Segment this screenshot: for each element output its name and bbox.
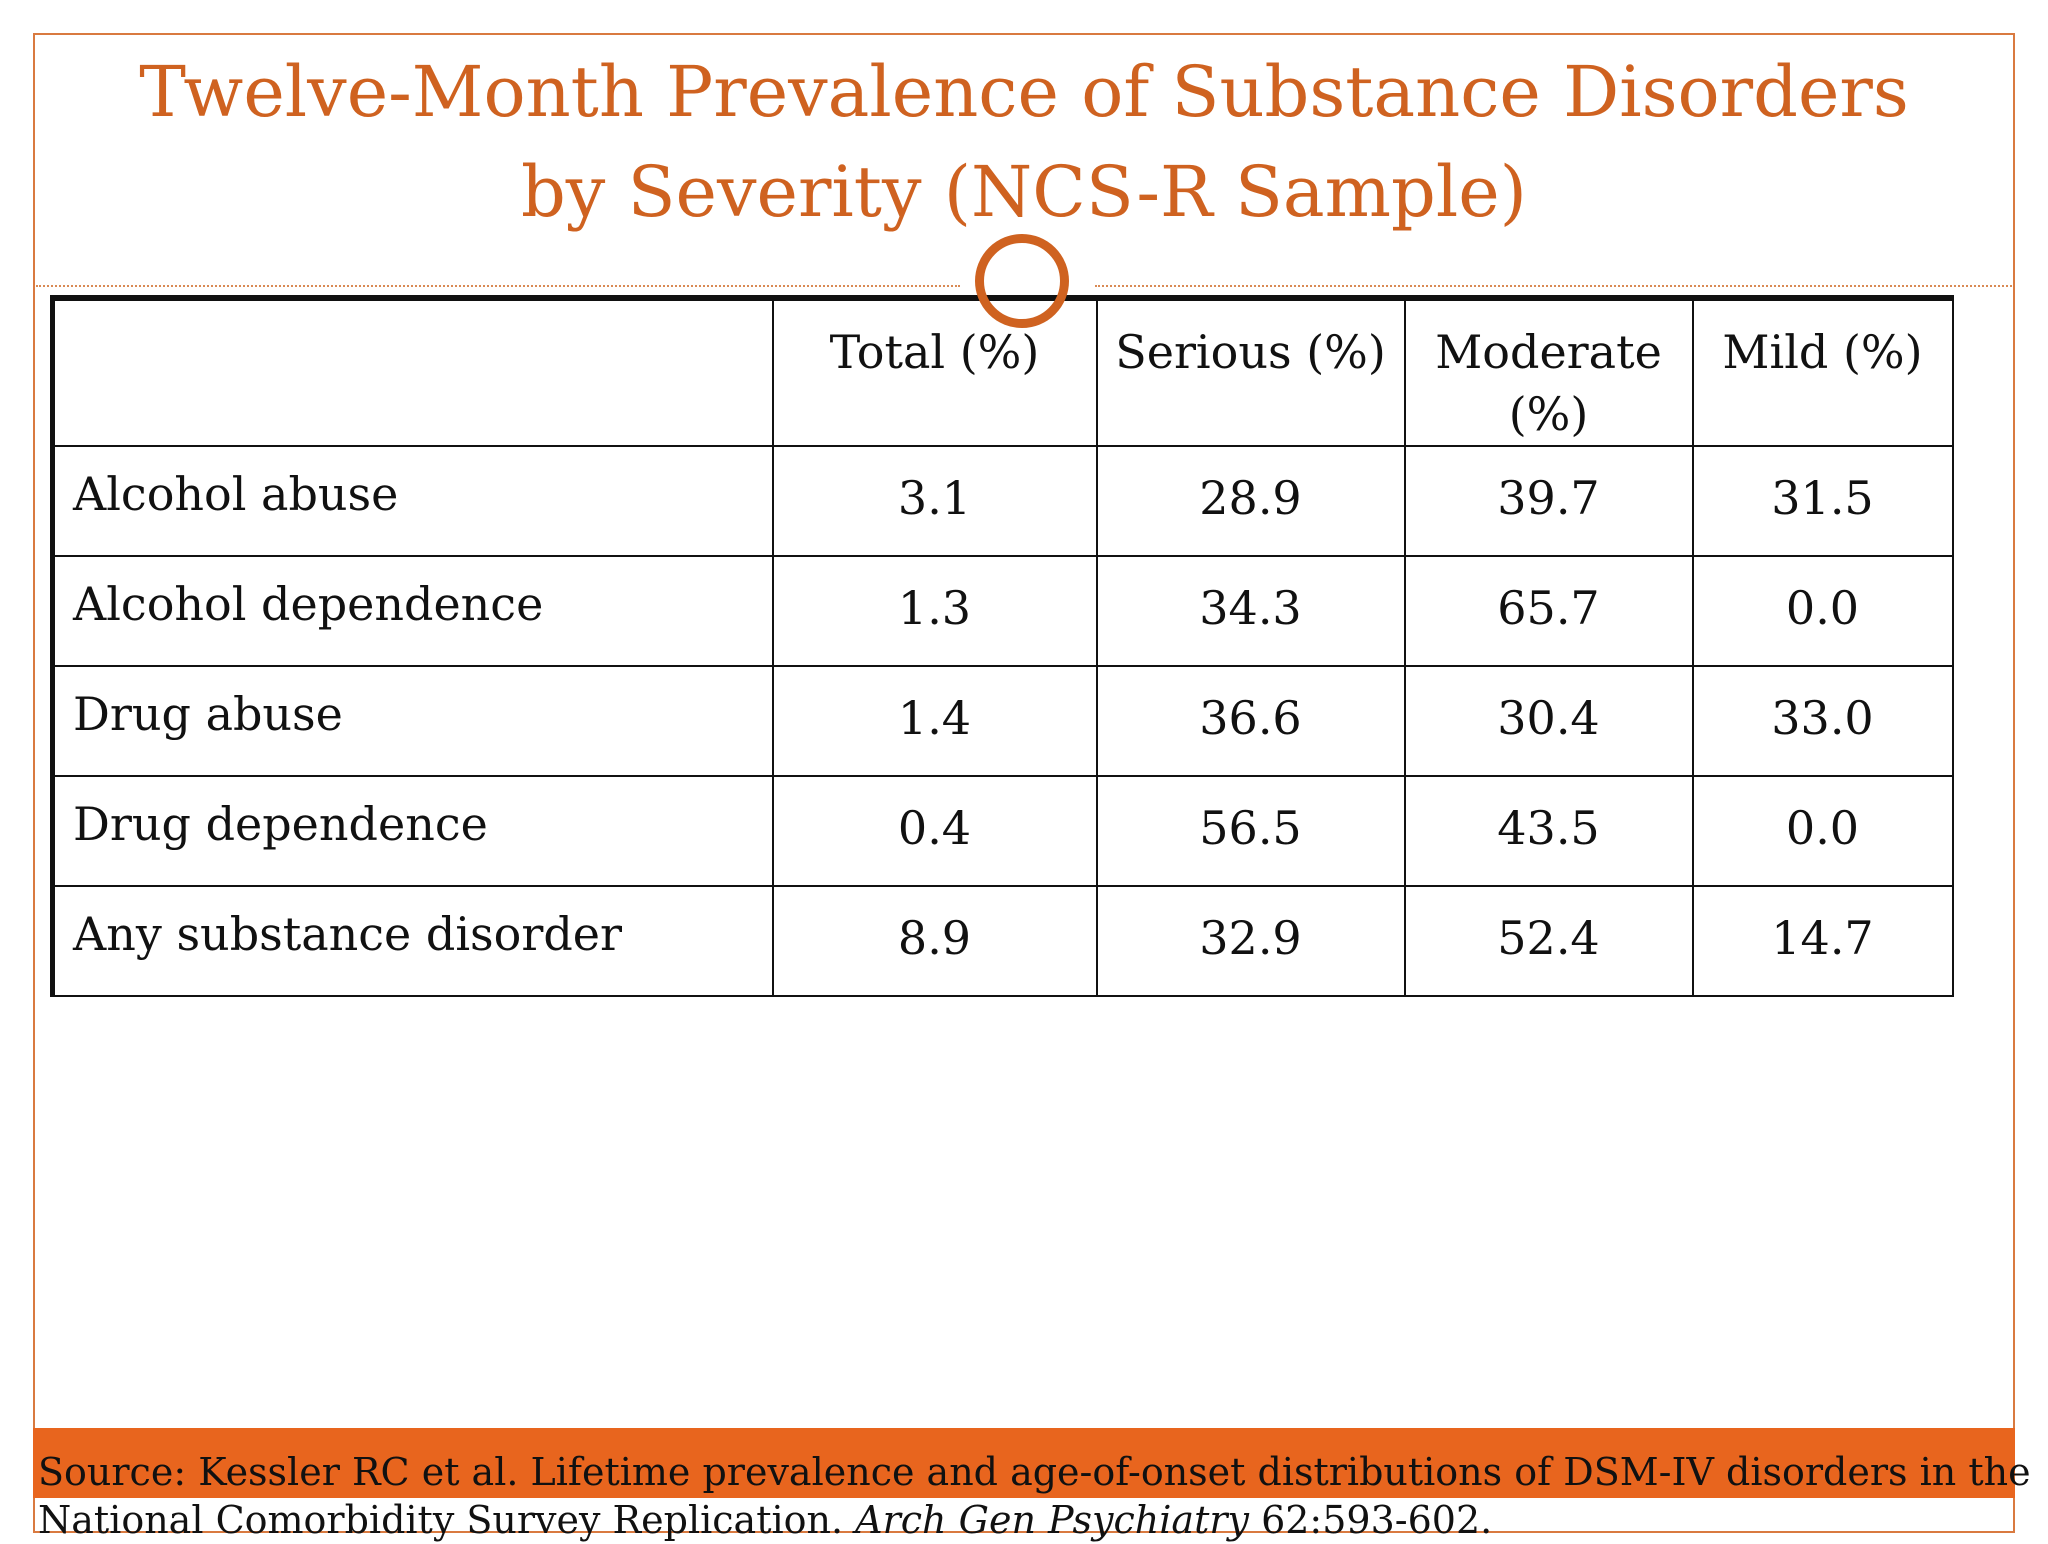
header-cell-empty (50, 297, 774, 447)
cell-mild: 0.0 (1691, 775, 1954, 887)
source-bar (33, 1428, 2015, 1498)
cell-moderate: 65.7 (1403, 555, 1694, 667)
cell-moderate: 52.4 (1403, 885, 1694, 997)
source-line-1: Source: Kessler RC et al. Lifetime preva… (38, 1450, 2031, 1494)
table-row: Any substance disorder 8.9 32.9 52.4 14.… (50, 885, 1954, 997)
source-line-2-suffix: 62:593-602. (1248, 1498, 1493, 1542)
table-row: Drug abuse 1.4 36.6 30.4 33.0 (50, 665, 1954, 777)
slide-title-line-1: Twelve-Month Prevalence of Substance Dis… (139, 51, 1909, 133)
cell-serious: 56.5 (1095, 775, 1406, 887)
cell-total: 1.3 (771, 555, 1098, 667)
cell-serious: 36.6 (1095, 665, 1406, 777)
cell-total: 0.4 (771, 775, 1098, 887)
cell-moderate: 30.4 (1403, 665, 1694, 777)
title-divider-right (1095, 285, 2012, 287)
table-row: Alcohol abuse 3.1 28.9 39.7 31.5 (50, 445, 1954, 557)
cell-mild: 31.5 (1691, 445, 1954, 557)
row-label: Alcohol dependence (50, 555, 774, 667)
cell-total: 1.4 (771, 665, 1098, 777)
title-divider-left (36, 285, 960, 287)
source-journal: Arch Gen Psychiatry (855, 1498, 1249, 1542)
cell-total: 3.1 (771, 445, 1098, 557)
slide-title: Twelve-Month Prevalence of Substance Dis… (60, 42, 1988, 242)
cell-mild: 0.0 (1691, 555, 1954, 667)
header-cell-serious: Serious (%) (1095, 297, 1406, 447)
cell-serious: 34.3 (1095, 555, 1406, 667)
row-label: Drug dependence (50, 775, 774, 887)
cell-moderate: 43.5 (1403, 775, 1694, 887)
source-line-2-prefix: National Comorbidity Survey Replication. (38, 1498, 856, 1542)
cell-mild: 14.7 (1691, 885, 1954, 997)
table-row: Drug dependence 0.4 56.5 43.5 0.0 (50, 775, 1954, 887)
row-label: Any substance disorder (50, 885, 774, 997)
cell-serious: 28.9 (1095, 445, 1406, 557)
prevalence-table: Total (%) Serious (%) Moderate (%) Mild … (50, 295, 1954, 997)
slide-title-line-2: by Severity (NCS-R Sample) (521, 151, 1527, 233)
source-citation: Source: Kessler RC et al. Lifetime preva… (38, 1448, 2031, 1544)
cell-mild: 33.0 (1691, 665, 1954, 777)
table-row: Alcohol dependence 1.3 34.3 65.7 0.0 (50, 555, 1954, 667)
cell-total: 8.9 (771, 885, 1098, 997)
header-cell-mild: Mild (%) (1691, 297, 1954, 447)
divider-ring-ornament (975, 234, 1069, 328)
cell-serious: 32.9 (1095, 885, 1406, 997)
row-label: Alcohol abuse (50, 445, 774, 557)
cell-moderate: 39.7 (1403, 445, 1694, 557)
row-label: Drug abuse (50, 665, 774, 777)
header-cell-moderate: Moderate (%) (1403, 297, 1694, 447)
